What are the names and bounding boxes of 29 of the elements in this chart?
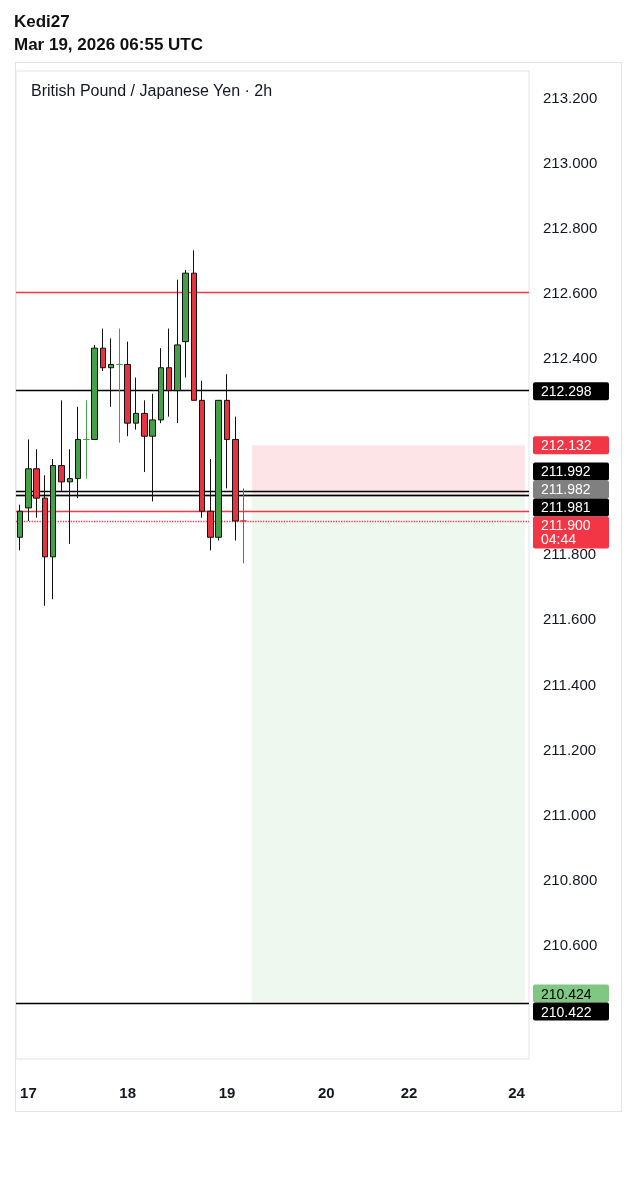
x-tick-label: 18 [119, 1084, 137, 1101]
y-tick-label: 210.800 [543, 871, 598, 889]
x-tick-label: 22 [400, 1084, 418, 1101]
y-tick-label: 211.200 [543, 740, 597, 758]
y-tick-label: 211.800 [543, 545, 597, 563]
y-tick-label: 212.600 [543, 284, 598, 302]
ref-line-label: 211.992 [541, 463, 591, 480]
ref-line-label: 211.982 [541, 481, 591, 498]
y-tick-label: 213.000 [543, 153, 598, 171]
x-tick-label: 19 [218, 1084, 236, 1101]
y-tick-label: 212.400 [543, 349, 598, 367]
y-tick-label: 211.400 [543, 675, 597, 693]
text: Mar 19, 2026 06:55 UTC [14, 34, 203, 56]
ref-line-label: 211.900 04:44 [541, 517, 591, 548]
y-tick-label: 212.800 [543, 219, 598, 237]
y-tick-label: 213.200 [543, 88, 598, 106]
x-tick-label: 20 [317, 1084, 335, 1101]
y-tick-label: 211.000 [543, 805, 597, 823]
x-tick-label: 24 [508, 1084, 526, 1101]
band-label: 212.132 [541, 437, 592, 454]
y-tick-label: 211.600 [543, 610, 597, 628]
band-label: 210.424 [541, 985, 592, 1002]
ref-line-label: 210.422 [541, 1003, 592, 1020]
x-tick-label: 17 [20, 1084, 37, 1101]
ref-line-label: 212.298 [541, 383, 592, 400]
text: Kedi27 [14, 11, 71, 33]
text: British Pound / Japanese Yen · 2h [31, 81, 273, 99]
y-tick-label: 210.600 [543, 936, 598, 954]
ref-line-label: 211.981 [541, 499, 591, 516]
